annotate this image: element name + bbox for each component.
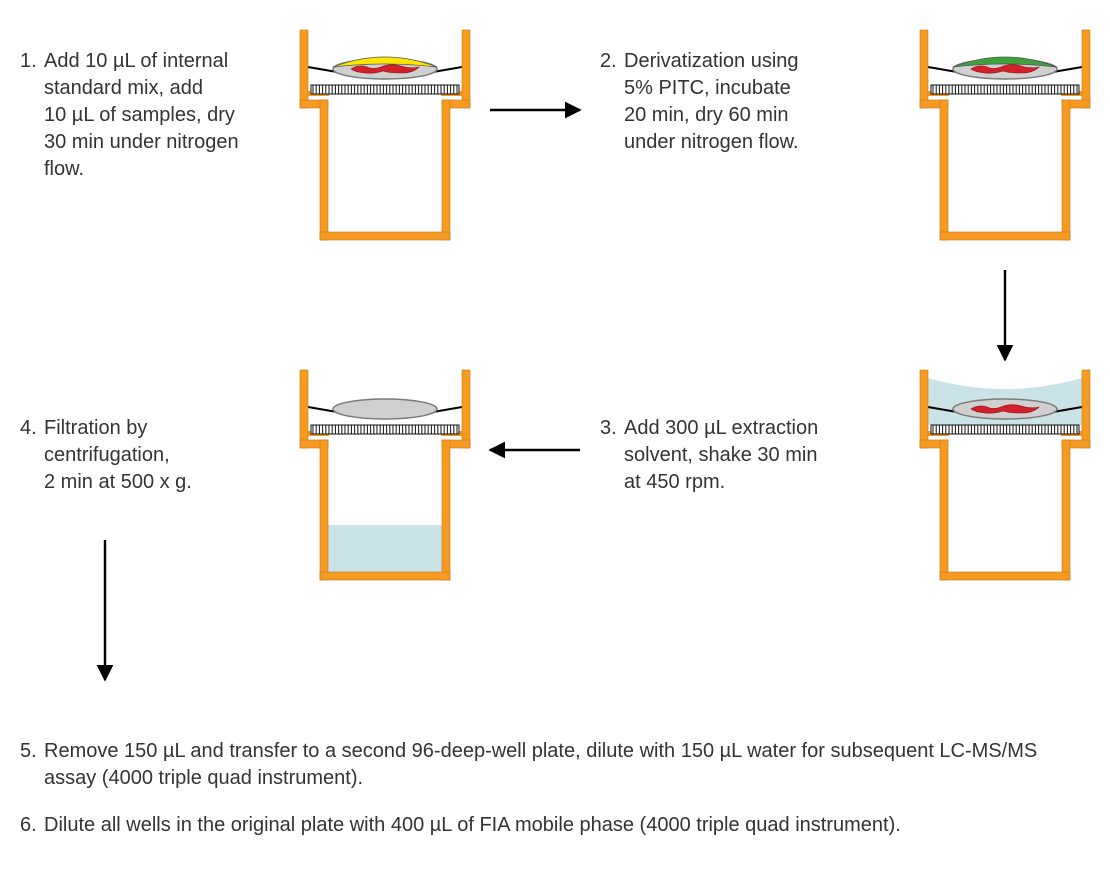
upper-wall-right [1082, 30, 1090, 108]
sample-disc [333, 399, 437, 419]
upper-wall-left [300, 30, 308, 108]
tube-bottom [940, 572, 1070, 580]
filter-membrane [311, 85, 459, 94]
step-number: 2. [600, 48, 624, 75]
step-number: 1. [20, 48, 44, 75]
lower-wall-left [320, 440, 328, 580]
step-body: Add 10 µL of internalstandard mix, add10… [44, 48, 276, 183]
step-4-text: 4.Filtration bycentrifugation,2 min at 5… [20, 415, 280, 496]
step-number: 4. [20, 415, 44, 442]
step-1-text: 1.Add 10 µL of internalstandard mix, add… [20, 48, 280, 183]
upper-wall-left [920, 30, 928, 108]
step2-tube [920, 30, 1090, 240]
step-number: 5. [20, 738, 44, 765]
step-body: Remove 150 µL and transfer to a second 9… [44, 738, 1054, 792]
upper-wall-left [300, 370, 308, 448]
upper-wall-right [462, 370, 470, 448]
filter-membrane [931, 85, 1079, 94]
step3-tube [920, 370, 1090, 580]
step4-tube [300, 370, 470, 580]
lower-wall-right [1062, 100, 1070, 240]
step-number: 3. [600, 415, 624, 442]
lower-wall-right [442, 100, 450, 240]
step-body: Derivatization using5% PITC, incubate20 … [624, 48, 896, 156]
upper-wall-left [920, 370, 928, 448]
step1-tube [300, 30, 470, 240]
lower-wall-left [940, 440, 948, 580]
step-2-text: 2.Derivatization using5% PITC, incubate2… [600, 48, 900, 156]
upper-wall-right [1082, 370, 1090, 448]
lower-wall-right [442, 440, 450, 580]
step-5-text: 5.Remove 150 µL and transfer to a second… [20, 738, 1080, 792]
step-6-text: 6.Dilute all wells in the original plate… [20, 812, 1080, 839]
filter-membrane [311, 425, 459, 434]
step-body: Filtration bycentrifugation,2 min at 500… [44, 415, 276, 496]
lower-wall-left [320, 100, 328, 240]
upper-wall-right [462, 30, 470, 108]
tube-bottom [320, 572, 450, 580]
tube-bottom [320, 232, 450, 240]
step-body: Dilute all wells in the original plate w… [44, 812, 901, 839]
lower-wall-right [1062, 440, 1070, 580]
step-body: Add 300 µL extractionsolvent, shake 30 m… [624, 415, 896, 496]
step-number: 6. [20, 812, 44, 839]
filter-membrane [931, 425, 1079, 434]
lower-wall-left [940, 100, 948, 240]
tube-bottom [940, 232, 1070, 240]
step-3-text: 3.Add 300 µL extractionsolvent, shake 30… [600, 415, 900, 496]
